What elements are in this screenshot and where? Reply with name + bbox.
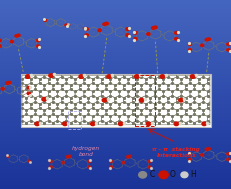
- Circle shape: [174, 32, 177, 34]
- Circle shape: [138, 172, 146, 178]
- Circle shape: [8, 81, 11, 84]
- Circle shape: [85, 28, 88, 30]
- Circle shape: [65, 24, 67, 26]
- Circle shape: [204, 148, 207, 151]
- Circle shape: [87, 166, 90, 168]
- Circle shape: [61, 161, 64, 164]
- Circle shape: [109, 166, 112, 168]
- Bar: [134, 75, 155, 126]
- Circle shape: [68, 155, 71, 158]
- Bar: [68, 111, 81, 129]
- Circle shape: [0, 45, 1, 47]
- Circle shape: [147, 166, 150, 168]
- Bar: [21, 74, 210, 127]
- Circle shape: [68, 24, 70, 26]
- Circle shape: [102, 23, 106, 26]
- Circle shape: [0, 39, 1, 42]
- Circle shape: [178, 98, 182, 102]
- Circle shape: [36, 39, 40, 42]
- Circle shape: [226, 43, 229, 46]
- Circle shape: [83, 27, 85, 29]
- Circle shape: [27, 160, 30, 162]
- Circle shape: [49, 74, 53, 77]
- Circle shape: [49, 160, 52, 163]
- Circle shape: [1, 88, 4, 90]
- Circle shape: [10, 40, 13, 43]
- Circle shape: [146, 33, 149, 35]
- Circle shape: [201, 122, 206, 126]
- Circle shape: [200, 154, 203, 156]
- Circle shape: [109, 160, 112, 163]
- Circle shape: [147, 160, 150, 163]
- Circle shape: [36, 45, 40, 47]
- Circle shape: [159, 75, 164, 78]
- Text: hydrogen
bond: hydrogen bond: [71, 146, 100, 157]
- Circle shape: [139, 98, 143, 102]
- Circle shape: [7, 155, 9, 157]
- Text: C: C: [149, 170, 154, 179]
- Circle shape: [180, 172, 187, 178]
- Circle shape: [146, 122, 150, 126]
- Circle shape: [188, 153, 191, 155]
- Circle shape: [66, 156, 69, 158]
- Circle shape: [206, 38, 210, 40]
- Circle shape: [226, 49, 229, 51]
- Circle shape: [226, 158, 229, 161]
- Circle shape: [42, 98, 46, 101]
- Circle shape: [204, 38, 207, 41]
- Circle shape: [62, 122, 67, 126]
- Circle shape: [188, 49, 191, 51]
- Text: H: H: [189, 170, 195, 179]
- Circle shape: [153, 26, 156, 29]
- Circle shape: [173, 122, 178, 126]
- Circle shape: [134, 75, 139, 78]
- Circle shape: [87, 160, 90, 163]
- Circle shape: [17, 34, 20, 37]
- Circle shape: [226, 153, 229, 155]
- Circle shape: [174, 38, 177, 40]
- Circle shape: [189, 75, 194, 78]
- Circle shape: [98, 29, 101, 32]
- Circle shape: [128, 155, 131, 158]
- Circle shape: [206, 147, 210, 150]
- Circle shape: [118, 122, 122, 126]
- Circle shape: [44, 19, 46, 21]
- Circle shape: [133, 38, 137, 40]
- Circle shape: [121, 161, 124, 164]
- Circle shape: [35, 122, 39, 126]
- Circle shape: [188, 43, 191, 46]
- Circle shape: [126, 156, 129, 158]
- Circle shape: [133, 32, 137, 34]
- Circle shape: [151, 27, 154, 29]
- Circle shape: [49, 166, 52, 168]
- Circle shape: [200, 44, 203, 47]
- Circle shape: [106, 75, 111, 78]
- Circle shape: [188, 158, 191, 161]
- Circle shape: [105, 22, 108, 25]
- Circle shape: [85, 34, 88, 36]
- Text: π - π  stacking
Interactions: π - π stacking Interactions: [152, 147, 199, 158]
- Text: O: O: [169, 170, 175, 179]
- Circle shape: [25, 75, 30, 78]
- Circle shape: [125, 28, 129, 30]
- Circle shape: [102, 98, 106, 102]
- Circle shape: [6, 82, 9, 84]
- Circle shape: [27, 92, 30, 95]
- Circle shape: [79, 75, 83, 78]
- Circle shape: [158, 171, 167, 179]
- Circle shape: [15, 35, 18, 37]
- Circle shape: [125, 34, 129, 36]
- Circle shape: [27, 86, 30, 89]
- Circle shape: [90, 122, 95, 126]
